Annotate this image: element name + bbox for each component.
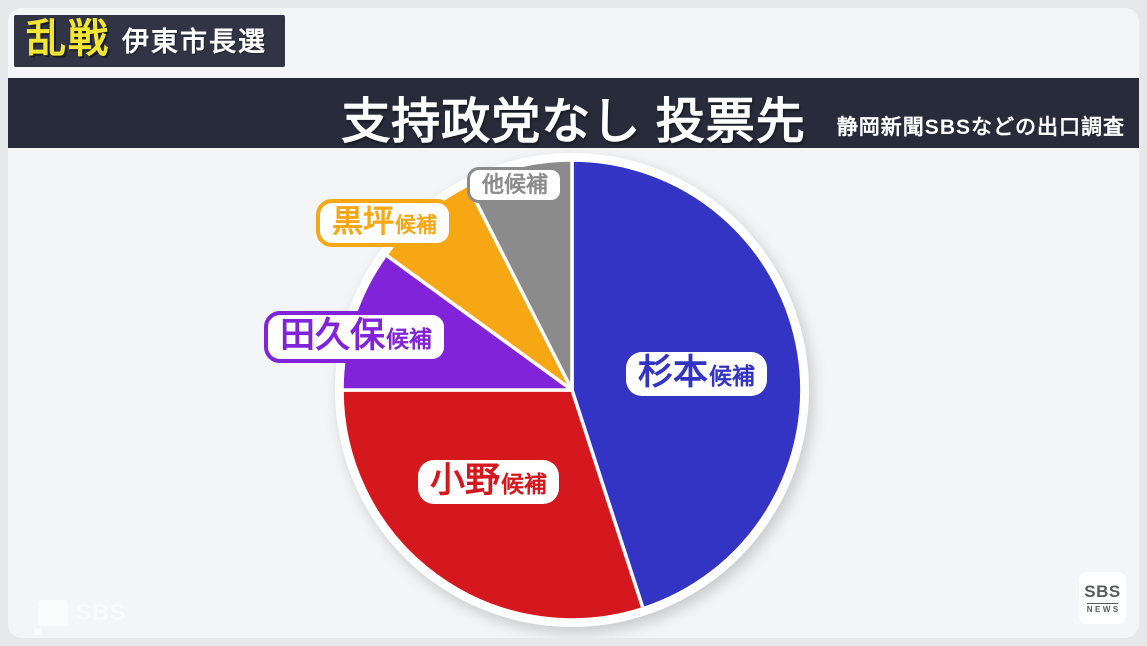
candidate-suffix: 候補 xyxy=(395,214,437,237)
candidate-suffix: 候補 xyxy=(501,471,548,497)
label-sugimoto-candidate: 杉本 候補 xyxy=(626,352,768,397)
candidate-name: 他候補 xyxy=(482,172,549,197)
sbs-news-logo-line2: NEWS xyxy=(1086,604,1121,614)
candidate-name: 杉本 xyxy=(638,353,709,392)
source-note: 静岡新聞SBSなどの出口調査 xyxy=(836,116,1125,139)
sbs-watermark: SBS xyxy=(34,599,127,635)
sbs-news-logo-divider xyxy=(1087,602,1118,604)
label-other-candidates: 他候補 xyxy=(467,167,564,204)
candidate-suffix: 候補 xyxy=(709,363,756,389)
sbs-watermark-icon xyxy=(34,599,68,635)
candidate-suffix: 候補 xyxy=(386,326,433,352)
page-title: 支持政党なし 投票先 xyxy=(341,95,806,149)
label-takubo-candidate: 田久保 候補 xyxy=(264,311,449,364)
label-ono-candidate: 小野 候補 xyxy=(418,460,560,505)
candidate-name: 田久保 xyxy=(280,316,386,355)
pie-slice-小野 xyxy=(340,388,645,622)
candidate-name: 黒坪 xyxy=(332,204,394,239)
candidate-name: 小野 xyxy=(430,461,501,500)
broadcast-graphic-panel: 乱戦 伊東市長選 支持政党なし 投票先 静岡新聞SBSなどの出口調査 他候補 黒… xyxy=(8,8,1139,638)
topic-badge: 乱戦 伊東市長選 xyxy=(14,15,285,67)
title-bar: 支持政党なし 投票先 静岡新聞SBSなどの出口調査 xyxy=(8,78,1139,149)
label-kurotsubo-candidate: 黒坪 候補 xyxy=(316,199,453,247)
badge-main-text: 乱戦 xyxy=(26,17,110,61)
sbs-news-logo-line1: SBS xyxy=(1084,581,1121,601)
sbs-watermark-text: SBS xyxy=(76,599,127,625)
badge-sub-text: 伊東市長選 xyxy=(122,26,267,57)
sbs-news-logo: SBS NEWS xyxy=(1079,572,1126,624)
